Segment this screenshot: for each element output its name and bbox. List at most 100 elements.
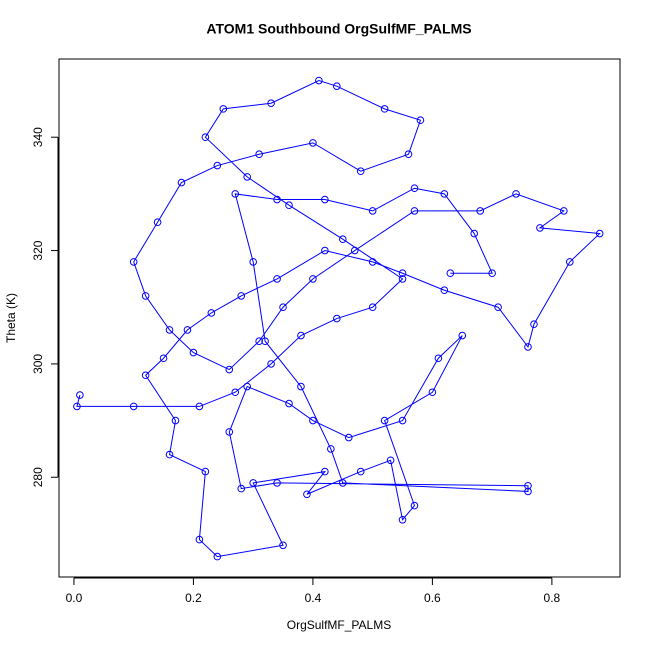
data-point: [440, 190, 449, 198]
data-point: [195, 402, 204, 411]
data-point: [333, 82, 341, 91]
data-point: [512, 190, 520, 198]
data-point: [195, 535, 204, 544]
data-point: [410, 207, 419, 215]
data-point: [398, 269, 407, 278]
data-point: [285, 201, 293, 210]
data-point: [243, 173, 251, 181]
data-point: [476, 207, 484, 215]
data-point: [398, 515, 407, 524]
y-axis-label: Theta (K): [4, 293, 18, 343]
data-point: [309, 416, 317, 425]
data-point: [566, 258, 574, 266]
data-point: [261, 337, 269, 346]
data-point: [183, 326, 192, 334]
data-point: [446, 269, 455, 278]
data-point: [410, 184, 419, 193]
data-point: [237, 484, 246, 493]
data-point: [338, 235, 347, 244]
data-point: [129, 258, 138, 266]
data-point: [368, 303, 377, 312]
data-point: [243, 382, 251, 391]
data-point: [434, 354, 443, 363]
data-point: [267, 99, 275, 108]
data-point: [524, 481, 532, 490]
data-point: [129, 402, 138, 411]
data-point: [273, 479, 281, 487]
data-point: [267, 360, 275, 368]
data-point: [321, 246, 329, 255]
data-point: [440, 286, 449, 295]
data-point: [333, 314, 341, 323]
data-point: [410, 501, 419, 510]
x-tick-label: 0.2: [185, 591, 202, 605]
data-point: [279, 541, 287, 550]
data-point: [494, 303, 502, 312]
data-point: [398, 275, 407, 283]
data-point: [153, 218, 162, 227]
data-point: [315, 76, 323, 85]
data-point: [416, 116, 425, 125]
data-point: [207, 309, 216, 317]
data-point: [321, 195, 329, 204]
data-point: [530, 320, 538, 329]
data-point: [76, 391, 84, 399]
data-point: [225, 428, 234, 436]
data-point: [344, 433, 353, 442]
data-point: [165, 326, 174, 334]
data-point: [201, 467, 210, 476]
data-point: [201, 133, 210, 142]
data-point: [350, 246, 359, 255]
data-point: [273, 275, 281, 283]
x-tick-label: 0.0: [66, 591, 83, 605]
data-point: [356, 167, 365, 176]
data-point: [327, 445, 335, 453]
data-point: [524, 343, 532, 351]
data-point: [141, 371, 150, 380]
data-point: [225, 365, 234, 374]
data-point: [368, 258, 377, 266]
data-point: [255, 150, 263, 159]
data-point: [303, 490, 311, 499]
data-line: [76, 80, 601, 558]
data-point: [231, 388, 240, 397]
data-point: [213, 161, 222, 170]
data-point: [536, 224, 544, 232]
x-tick-label: 0.6: [424, 591, 441, 605]
plot-frame: [58, 58, 621, 578]
data-point: [470, 229, 479, 238]
data-point: [321, 467, 329, 476]
data-point: [488, 269, 496, 278]
data-point: [165, 450, 174, 459]
data-point: [255, 337, 263, 346]
x-tick-label: 0.4: [305, 591, 322, 605]
data-point: [309, 275, 317, 283]
y-tick-label: 340: [31, 127, 45, 147]
data-point: [368, 207, 377, 215]
data-point: [159, 354, 168, 363]
data-point: [404, 150, 413, 159]
data-point: [338, 479, 347, 487]
data-point: [297, 331, 305, 340]
data-point: [595, 229, 604, 238]
data-point: [309, 139, 317, 147]
chart-title: ATOM1 Southbound OrgSulfMF_PALMS: [206, 21, 471, 37]
x-axis-label: OrgSulfMF_PALMS: [287, 618, 391, 632]
data-point: [189, 348, 198, 357]
data-point: [231, 190, 240, 198]
data-point: [249, 479, 257, 487]
y-tick-label: 300: [31, 354, 45, 374]
data-point: [73, 402, 81, 411]
data-point: [273, 195, 281, 204]
data-point: [428, 388, 437, 397]
data-point: [237, 292, 246, 300]
data-point: [524, 487, 532, 496]
data-point: [279, 303, 287, 312]
data-point: [386, 456, 395, 465]
x-tick-label: 0.8: [544, 591, 561, 605]
data-point: [141, 292, 150, 300]
data-point: [171, 416, 180, 425]
data-point: [297, 382, 305, 391]
data-point: [213, 552, 222, 561]
